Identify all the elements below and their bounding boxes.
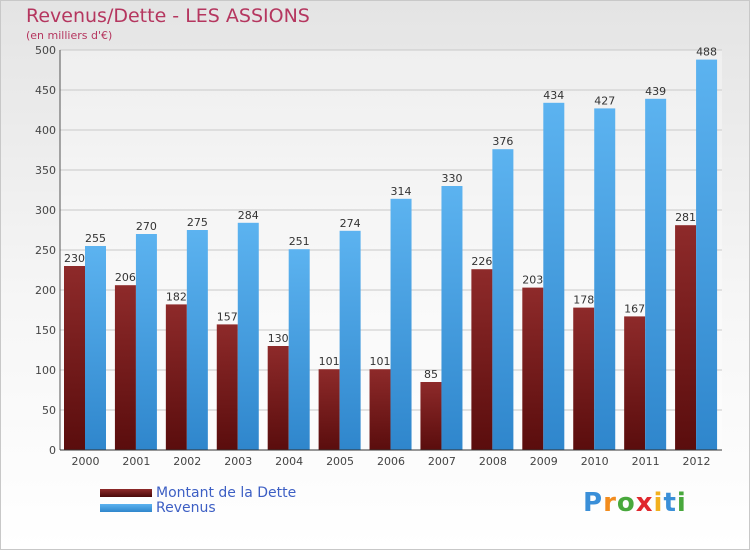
y-tick-label: 200: [35, 284, 56, 297]
chart-title: Revenus/Dette - LES ASSIONS: [26, 5, 310, 27]
bar-dette: [216, 324, 238, 450]
x-tick-label: 2006: [377, 455, 405, 468]
x-tick-label: 2012: [683, 455, 711, 468]
chart-subtitle: (en milliers d'€): [26, 29, 113, 42]
bar-revenus: [594, 108, 616, 451]
bar-dette: [522, 287, 544, 450]
bar-dette: [675, 225, 697, 450]
data-label-revenus: 255: [85, 232, 106, 245]
y-tick-label: 400: [35, 124, 56, 137]
bar-dette: [471, 269, 493, 450]
data-label-revenus: 274: [340, 217, 361, 230]
data-label-dette: 182: [166, 290, 187, 303]
proxiti-logo: Proxiti: [583, 488, 687, 518]
bar-dette: [64, 266, 85, 450]
y-tick-label: 300: [35, 204, 56, 217]
bar-dette: [573, 307, 595, 450]
x-tick-label: 2008: [479, 455, 507, 468]
legend-swatch-revenus: [100, 504, 152, 512]
y-tick-label: 50: [42, 404, 56, 417]
y-tick-label: 500: [35, 44, 56, 57]
logo-letter: P: [583, 488, 604, 518]
data-label-dette: 206: [115, 271, 136, 284]
bar-revenus: [441, 186, 463, 450]
data-label-revenus: 376: [492, 135, 513, 148]
bar-dette: [624, 316, 646, 450]
x-tick-label: 2011: [632, 455, 660, 468]
data-label-revenus: 314: [391, 185, 412, 198]
x-tick-label: 2003: [224, 455, 252, 468]
bar-dette: [420, 382, 442, 450]
data-label-revenus: 439: [645, 85, 666, 98]
bar-dette: [318, 369, 340, 450]
bar-revenus: [696, 59, 718, 450]
bar-revenus: [135, 234, 157, 450]
x-tick-label: 2007: [428, 455, 456, 468]
data-label-dette: 101: [319, 355, 340, 368]
logo-letter: r: [603, 488, 617, 518]
legend-label-dette: Montant de la Dette: [156, 485, 297, 501]
y-tick-label: 350: [35, 164, 56, 177]
logo-letter: i: [676, 488, 687, 518]
data-label-dette: 130: [268, 332, 289, 345]
data-label-dette: 85: [424, 368, 438, 381]
data-label-dette: 203: [522, 274, 543, 287]
data-label-revenus: 251: [289, 235, 310, 248]
x-tick-label: 2001: [122, 455, 150, 468]
bar-revenus: [543, 102, 565, 451]
data-label-dette: 167: [624, 302, 645, 315]
bar-dette: [267, 346, 289, 450]
bar-revenus: [390, 198, 412, 450]
bar-revenus: [288, 249, 310, 450]
data-label-revenus: 434: [543, 89, 564, 102]
data-label-revenus: 270: [136, 220, 157, 233]
y-tick-label: 100: [35, 364, 56, 377]
bar-revenus: [186, 230, 208, 450]
data-label-revenus: 275: [187, 216, 208, 229]
logo-letter: i: [653, 488, 664, 518]
data-label-dette: 281: [675, 211, 696, 224]
data-label-revenus: 284: [238, 209, 259, 222]
bar-dette: [165, 304, 187, 450]
bar-revenus: [492, 149, 514, 450]
data-label-dette: 178: [573, 294, 594, 307]
x-tick-label: 2004: [275, 455, 303, 468]
legend-swatch-dette: [100, 489, 152, 497]
y-tick-label: 250: [35, 244, 56, 257]
bar-revenus: [339, 230, 361, 450]
x-tick-label: 2002: [173, 455, 201, 468]
x-tick-label: 2009: [530, 455, 558, 468]
data-label-dette: 101: [370, 355, 391, 368]
y-tick-label: 0: [49, 444, 56, 457]
data-label-revenus: 330: [441, 172, 462, 185]
x-tick-label: 2000: [71, 455, 99, 468]
bar-dette: [369, 369, 391, 450]
bar-dette: [114, 285, 136, 450]
logo-letter: t: [663, 488, 677, 518]
logo-letter: o: [616, 488, 636, 518]
data-label-revenus: 427: [594, 94, 615, 107]
legend-label-revenus: Revenus: [156, 500, 216, 516]
bar-revenus: [237, 222, 259, 450]
x-tick-label: 2010: [581, 455, 609, 468]
bar-revenus: [645, 98, 667, 451]
x-tick-label: 2005: [326, 455, 354, 468]
data-label-revenus: 488: [696, 46, 717, 59]
logo-letter: x: [635, 488, 654, 518]
y-tick-label: 450: [35, 84, 56, 97]
bar-revenus: [85, 246, 106, 450]
data-label-dette: 157: [217, 310, 238, 323]
data-label-dette: 230: [64, 252, 85, 265]
y-tick-label: 150: [35, 324, 56, 337]
data-label-dette: 226: [471, 255, 492, 268]
